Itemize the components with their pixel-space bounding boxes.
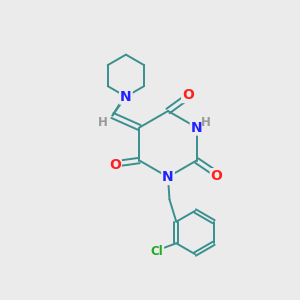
Text: N: N	[120, 90, 132, 104]
Text: N: N	[191, 121, 203, 134]
Text: Cl: Cl	[150, 245, 163, 258]
Text: O: O	[109, 158, 121, 172]
Text: H: H	[98, 116, 108, 129]
Text: N: N	[162, 170, 174, 184]
Text: H: H	[201, 116, 211, 129]
Text: O: O	[211, 169, 223, 183]
Text: O: O	[182, 88, 194, 102]
